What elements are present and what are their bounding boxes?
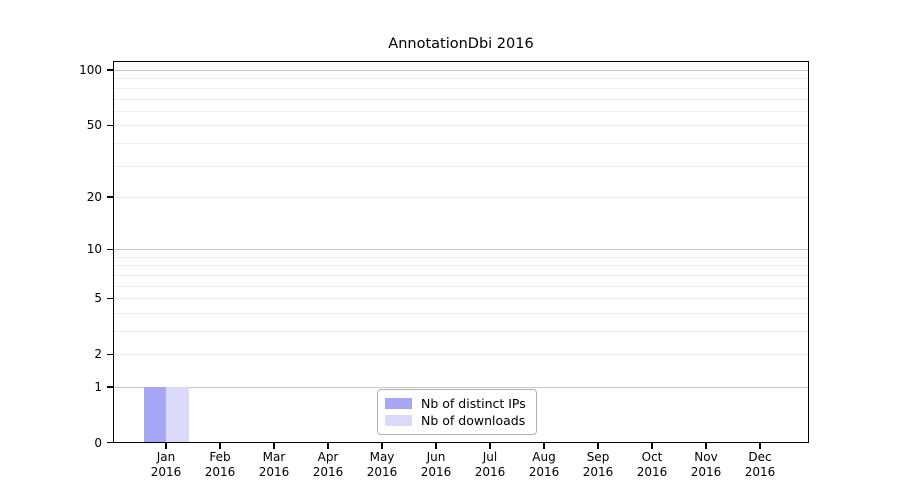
x-axis-tick-label: Mar 2016 <box>258 450 290 479</box>
minor-gridline <box>113 312 809 314</box>
y-axis-tick-label: 1 <box>94 380 102 394</box>
x-axis-tick <box>543 443 545 449</box>
y-axis-tick-label: 100 <box>79 63 102 77</box>
x-axis-tick-label: Jul 2016 <box>474 450 506 479</box>
x-axis-tick <box>759 443 761 449</box>
chart-title: AnnotationDbi 2016 <box>388 36 534 52</box>
x-axis-tick-label: Jan 2016 <box>150 450 182 479</box>
x-axis-tick <box>597 443 599 449</box>
legend-swatch <box>385 398 412 409</box>
x-axis-tick-label: Jun 2016 <box>420 450 452 479</box>
y-axis-tick <box>107 386 113 388</box>
x-axis-tick-label: Dec 2016 <box>744 450 776 479</box>
x-axis-tick <box>705 443 707 449</box>
x-axis-tick-label: Aug 2016 <box>528 450 560 479</box>
y-axis-tick <box>107 69 113 71</box>
minor-gridline <box>113 274 809 276</box>
bar-nb-of-downloads <box>166 387 189 443</box>
minor-gridline <box>113 256 809 258</box>
x-axis-tick-label: May 2016 <box>366 450 398 479</box>
y-axis-tick-label: 10 <box>86 242 102 257</box>
y-axis-tick-label: 5 <box>94 291 102 306</box>
major-gridline <box>113 249 809 251</box>
minor-gridline <box>113 265 809 267</box>
y-axis-tick <box>107 353 113 355</box>
x-axis-tick-label: Oct 2016 <box>636 450 668 479</box>
legend-swatch <box>385 415 412 426</box>
x-axis-tick <box>381 443 383 449</box>
legend-label: Nb of downloads <box>421 413 526 428</box>
x-axis-tick <box>435 443 437 449</box>
minor-gridline <box>113 87 809 89</box>
legend-label: Nb of distinct IPs <box>421 396 526 411</box>
x-axis-tick <box>489 443 491 449</box>
minor-gridline <box>113 354 809 356</box>
major-gridline <box>113 387 809 388</box>
x-axis-tick-label: Feb 2016 <box>204 450 236 479</box>
x-axis-tick <box>273 443 275 449</box>
minor-gridline <box>113 298 809 300</box>
y-axis-tick <box>107 196 113 198</box>
x-axis-tick-label: Nov 2016 <box>690 450 722 479</box>
legend-item: Nb of distinct IPs <box>385 395 526 412</box>
minor-gridline <box>113 196 809 198</box>
x-axis-tick <box>219 443 221 449</box>
bar-nb-of-distinct-ips <box>143 387 166 443</box>
y-axis-tick <box>107 248 113 250</box>
major-gridline <box>113 70 809 71</box>
x-axis-tick <box>651 443 653 449</box>
y-axis-tick <box>107 124 113 126</box>
plot-area <box>113 61 809 443</box>
minor-gridline <box>113 285 809 287</box>
minor-gridline <box>113 331 809 332</box>
minor-gridline <box>113 98 809 100</box>
legend: Nb of distinct IPs Nb of downloads <box>377 389 537 435</box>
minor-gridline <box>113 78 809 80</box>
y-axis-tick-label: 20 <box>86 189 102 204</box>
minor-gridline <box>113 125 809 127</box>
minor-gridline <box>113 142 809 144</box>
y-axis-tick-label: 50 <box>86 118 102 133</box>
y-axis-tick <box>107 442 113 444</box>
minor-gridline <box>113 110 809 112</box>
x-axis-tick <box>165 443 167 449</box>
y-axis-tick-label: 2 <box>94 347 102 362</box>
legend-item: Nb of downloads <box>385 412 526 429</box>
x-axis-tick-label: Apr 2016 <box>312 450 344 479</box>
y-axis-tick <box>107 297 113 299</box>
x-axis-tick-label: Sep 2016 <box>582 450 614 479</box>
x-axis-tick <box>327 443 329 449</box>
y-axis-tick-label: 0 <box>94 436 102 450</box>
minor-gridline <box>113 165 809 167</box>
